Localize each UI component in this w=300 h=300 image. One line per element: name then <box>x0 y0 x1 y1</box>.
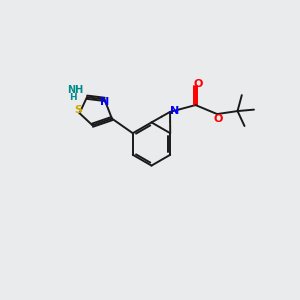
Text: N: N <box>170 106 179 116</box>
Text: S: S <box>74 105 82 115</box>
Text: O: O <box>194 80 203 89</box>
Text: H: H <box>69 93 76 102</box>
Text: N: N <box>100 98 110 107</box>
Text: NH: NH <box>68 85 84 95</box>
Text: O: O <box>214 114 223 124</box>
